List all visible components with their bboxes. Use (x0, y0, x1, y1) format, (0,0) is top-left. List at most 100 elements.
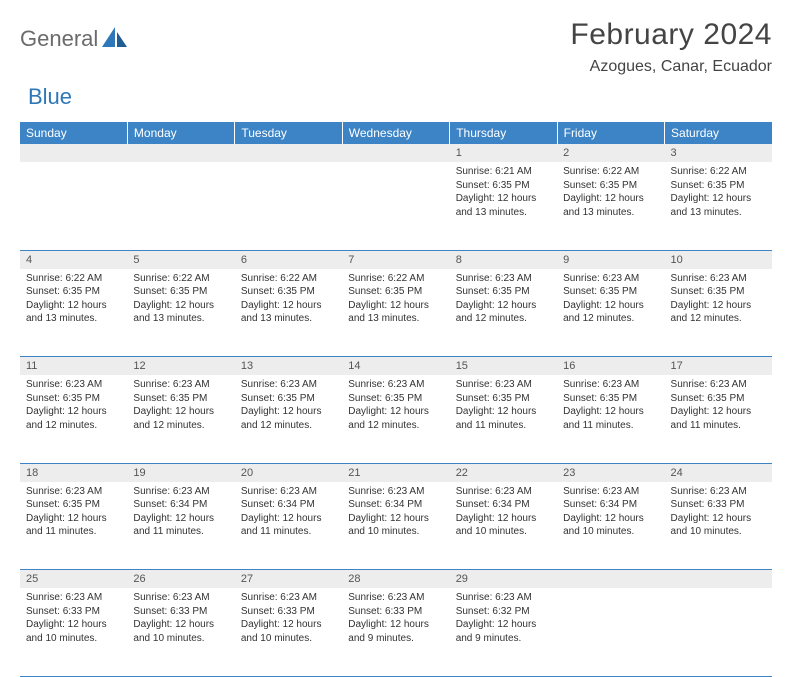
day-details: Sunrise: 6:23 AMSunset: 6:33 PMDaylight:… (20, 588, 127, 649)
location: Azogues, Canar, Ecuador (570, 58, 772, 76)
sunrise-text: Sunrise: 6:23 AM (133, 378, 228, 392)
sunset-text: Sunset: 6:35 PM (133, 392, 228, 406)
week-row: Sunrise: 6:23 AMSunset: 6:35 PMDaylight:… (20, 375, 772, 463)
day-number-empty (665, 570, 772, 588)
day1-text: Daylight: 12 hours (456, 405, 551, 419)
day-number: 26 (127, 570, 234, 588)
day1-text: Daylight: 12 hours (241, 405, 336, 419)
day-details: Sunrise: 6:23 AMSunset: 6:35 PMDaylight:… (235, 375, 342, 436)
daynum-row: 11121314151617 (20, 357, 772, 376)
day1-text: Daylight: 12 hours (241, 299, 336, 313)
sunrise-text: Sunrise: 6:23 AM (133, 485, 228, 499)
sunrise-text: Sunrise: 6:23 AM (348, 591, 443, 605)
sunrise-text: Sunrise: 6:22 AM (563, 165, 658, 179)
day-cell: Sunrise: 6:23 AMSunset: 6:35 PMDaylight:… (20, 375, 127, 463)
week-row: Sunrise: 6:23 AMSunset: 6:35 PMDaylight:… (20, 482, 772, 570)
day1-text: Daylight: 12 hours (26, 512, 121, 526)
day1-text: Daylight: 12 hours (671, 192, 766, 206)
daynum-row: 123 (20, 144, 772, 162)
day-number: 29 (450, 570, 557, 588)
day-number: 8 (450, 251, 557, 269)
day-number: 19 (127, 464, 234, 482)
week-row: Sunrise: 6:23 AMSunset: 6:33 PMDaylight:… (20, 588, 772, 676)
day2-text: and 10 minutes. (348, 525, 443, 539)
logo-text-general: General (20, 26, 98, 52)
day-cell: Sunrise: 6:23 AMSunset: 6:35 PMDaylight:… (127, 375, 234, 463)
day-number: 21 (342, 464, 449, 482)
day-cell: Sunrise: 6:23 AMSunset: 6:35 PMDaylight:… (557, 375, 664, 463)
day-details: Sunrise: 6:22 AMSunset: 6:35 PMDaylight:… (20, 269, 127, 330)
sunrise-text: Sunrise: 6:22 AM (671, 165, 766, 179)
day-details: Sunrise: 6:23 AMSunset: 6:34 PMDaylight:… (557, 482, 664, 543)
weekday-header: Wednesday (342, 122, 449, 144)
day-cell: Sunrise: 6:23 AMSunset: 6:34 PMDaylight:… (450, 482, 557, 570)
day2-text: and 12 minutes. (241, 419, 336, 433)
sunrise-text: Sunrise: 6:22 AM (133, 272, 228, 286)
sunrise-text: Sunrise: 6:21 AM (456, 165, 551, 179)
day-details: Sunrise: 6:23 AMSunset: 6:34 PMDaylight:… (342, 482, 449, 543)
day-number: 6 (235, 251, 342, 269)
day-number: 12 (127, 357, 234, 375)
day-cell: Sunrise: 6:23 AMSunset: 6:35 PMDaylight:… (665, 269, 772, 357)
day2-text: and 12 minutes. (671, 312, 766, 326)
day-number: 2 (557, 144, 664, 162)
day-number-empty (20, 144, 127, 162)
day-number: 9 (557, 251, 664, 269)
day2-text: and 9 minutes. (456, 632, 551, 646)
day-details: Sunrise: 6:23 AMSunset: 6:35 PMDaylight:… (450, 375, 557, 436)
day1-text: Daylight: 12 hours (671, 512, 766, 526)
sunset-text: Sunset: 6:33 PM (671, 498, 766, 512)
day-cell (665, 588, 772, 676)
day1-text: Daylight: 12 hours (26, 405, 121, 419)
day2-text: and 12 minutes. (26, 419, 121, 433)
day-number: 5 (127, 251, 234, 269)
sunset-text: Sunset: 6:33 PM (26, 605, 121, 619)
day-cell: Sunrise: 6:21 AMSunset: 6:35 PMDaylight:… (450, 162, 557, 250)
sunset-text: Sunset: 6:35 PM (456, 179, 551, 193)
day-number: 15 (450, 357, 557, 375)
day-details: Sunrise: 6:23 AMSunset: 6:35 PMDaylight:… (557, 375, 664, 436)
sunrise-text: Sunrise: 6:23 AM (26, 485, 121, 499)
day1-text: Daylight: 12 hours (133, 512, 228, 526)
day2-text: and 11 minutes. (563, 419, 658, 433)
logo-text-blue: Blue (28, 84, 72, 109)
day1-text: Daylight: 12 hours (563, 192, 658, 206)
day-cell: Sunrise: 6:23 AMSunset: 6:33 PMDaylight:… (665, 482, 772, 570)
sunset-text: Sunset: 6:35 PM (26, 498, 121, 512)
sunset-text: Sunset: 6:33 PM (241, 605, 336, 619)
day2-text: and 10 minutes. (133, 632, 228, 646)
daynum-row: 45678910 (20, 250, 772, 269)
day-cell: Sunrise: 6:23 AMSunset: 6:33 PMDaylight:… (127, 588, 234, 676)
day2-text: and 11 minutes. (133, 525, 228, 539)
day-cell (235, 162, 342, 250)
sunset-text: Sunset: 6:35 PM (348, 392, 443, 406)
day2-text: and 9 minutes. (348, 632, 443, 646)
day2-text: and 13 minutes. (26, 312, 121, 326)
day2-text: and 12 minutes. (456, 312, 551, 326)
sunrise-text: Sunrise: 6:23 AM (241, 591, 336, 605)
day-details: Sunrise: 6:23 AMSunset: 6:32 PMDaylight:… (450, 588, 557, 649)
day1-text: Daylight: 12 hours (456, 299, 551, 313)
weekday-header: Friday (557, 122, 664, 144)
sunset-text: Sunset: 6:34 PM (241, 498, 336, 512)
day-number-empty (235, 144, 342, 162)
day-details: Sunrise: 6:23 AMSunset: 6:35 PMDaylight:… (342, 375, 449, 436)
day-cell: Sunrise: 6:22 AMSunset: 6:35 PMDaylight:… (127, 269, 234, 357)
day-cell: Sunrise: 6:23 AMSunset: 6:35 PMDaylight:… (450, 375, 557, 463)
day2-text: and 13 minutes. (133, 312, 228, 326)
day-details: Sunrise: 6:22 AMSunset: 6:35 PMDaylight:… (127, 269, 234, 330)
sunrise-text: Sunrise: 6:22 AM (348, 272, 443, 286)
day-details: Sunrise: 6:21 AMSunset: 6:35 PMDaylight:… (450, 162, 557, 223)
sunset-text: Sunset: 6:33 PM (133, 605, 228, 619)
weekday-header: Thursday (450, 122, 557, 144)
day-cell: Sunrise: 6:22 AMSunset: 6:35 PMDaylight:… (235, 269, 342, 357)
day-details: Sunrise: 6:23 AMSunset: 6:35 PMDaylight:… (557, 269, 664, 330)
sunset-text: Sunset: 6:35 PM (241, 285, 336, 299)
week-row: Sunrise: 6:21 AMSunset: 6:35 PM Daylight:… (20, 162, 772, 250)
sunset-text: Sunset: 6:34 PM (133, 498, 228, 512)
day-number: 27 (235, 570, 342, 588)
day-details: Sunrise: 6:22 AMSunset: 6:35 PMDaylight:… (235, 269, 342, 330)
day-cell: Sunrise: 6:23 AMSunset: 6:34 PMDaylight:… (127, 482, 234, 570)
day2-text: and 13 minutes. (563, 206, 658, 220)
daynum-row: 18192021222324 (20, 463, 772, 482)
